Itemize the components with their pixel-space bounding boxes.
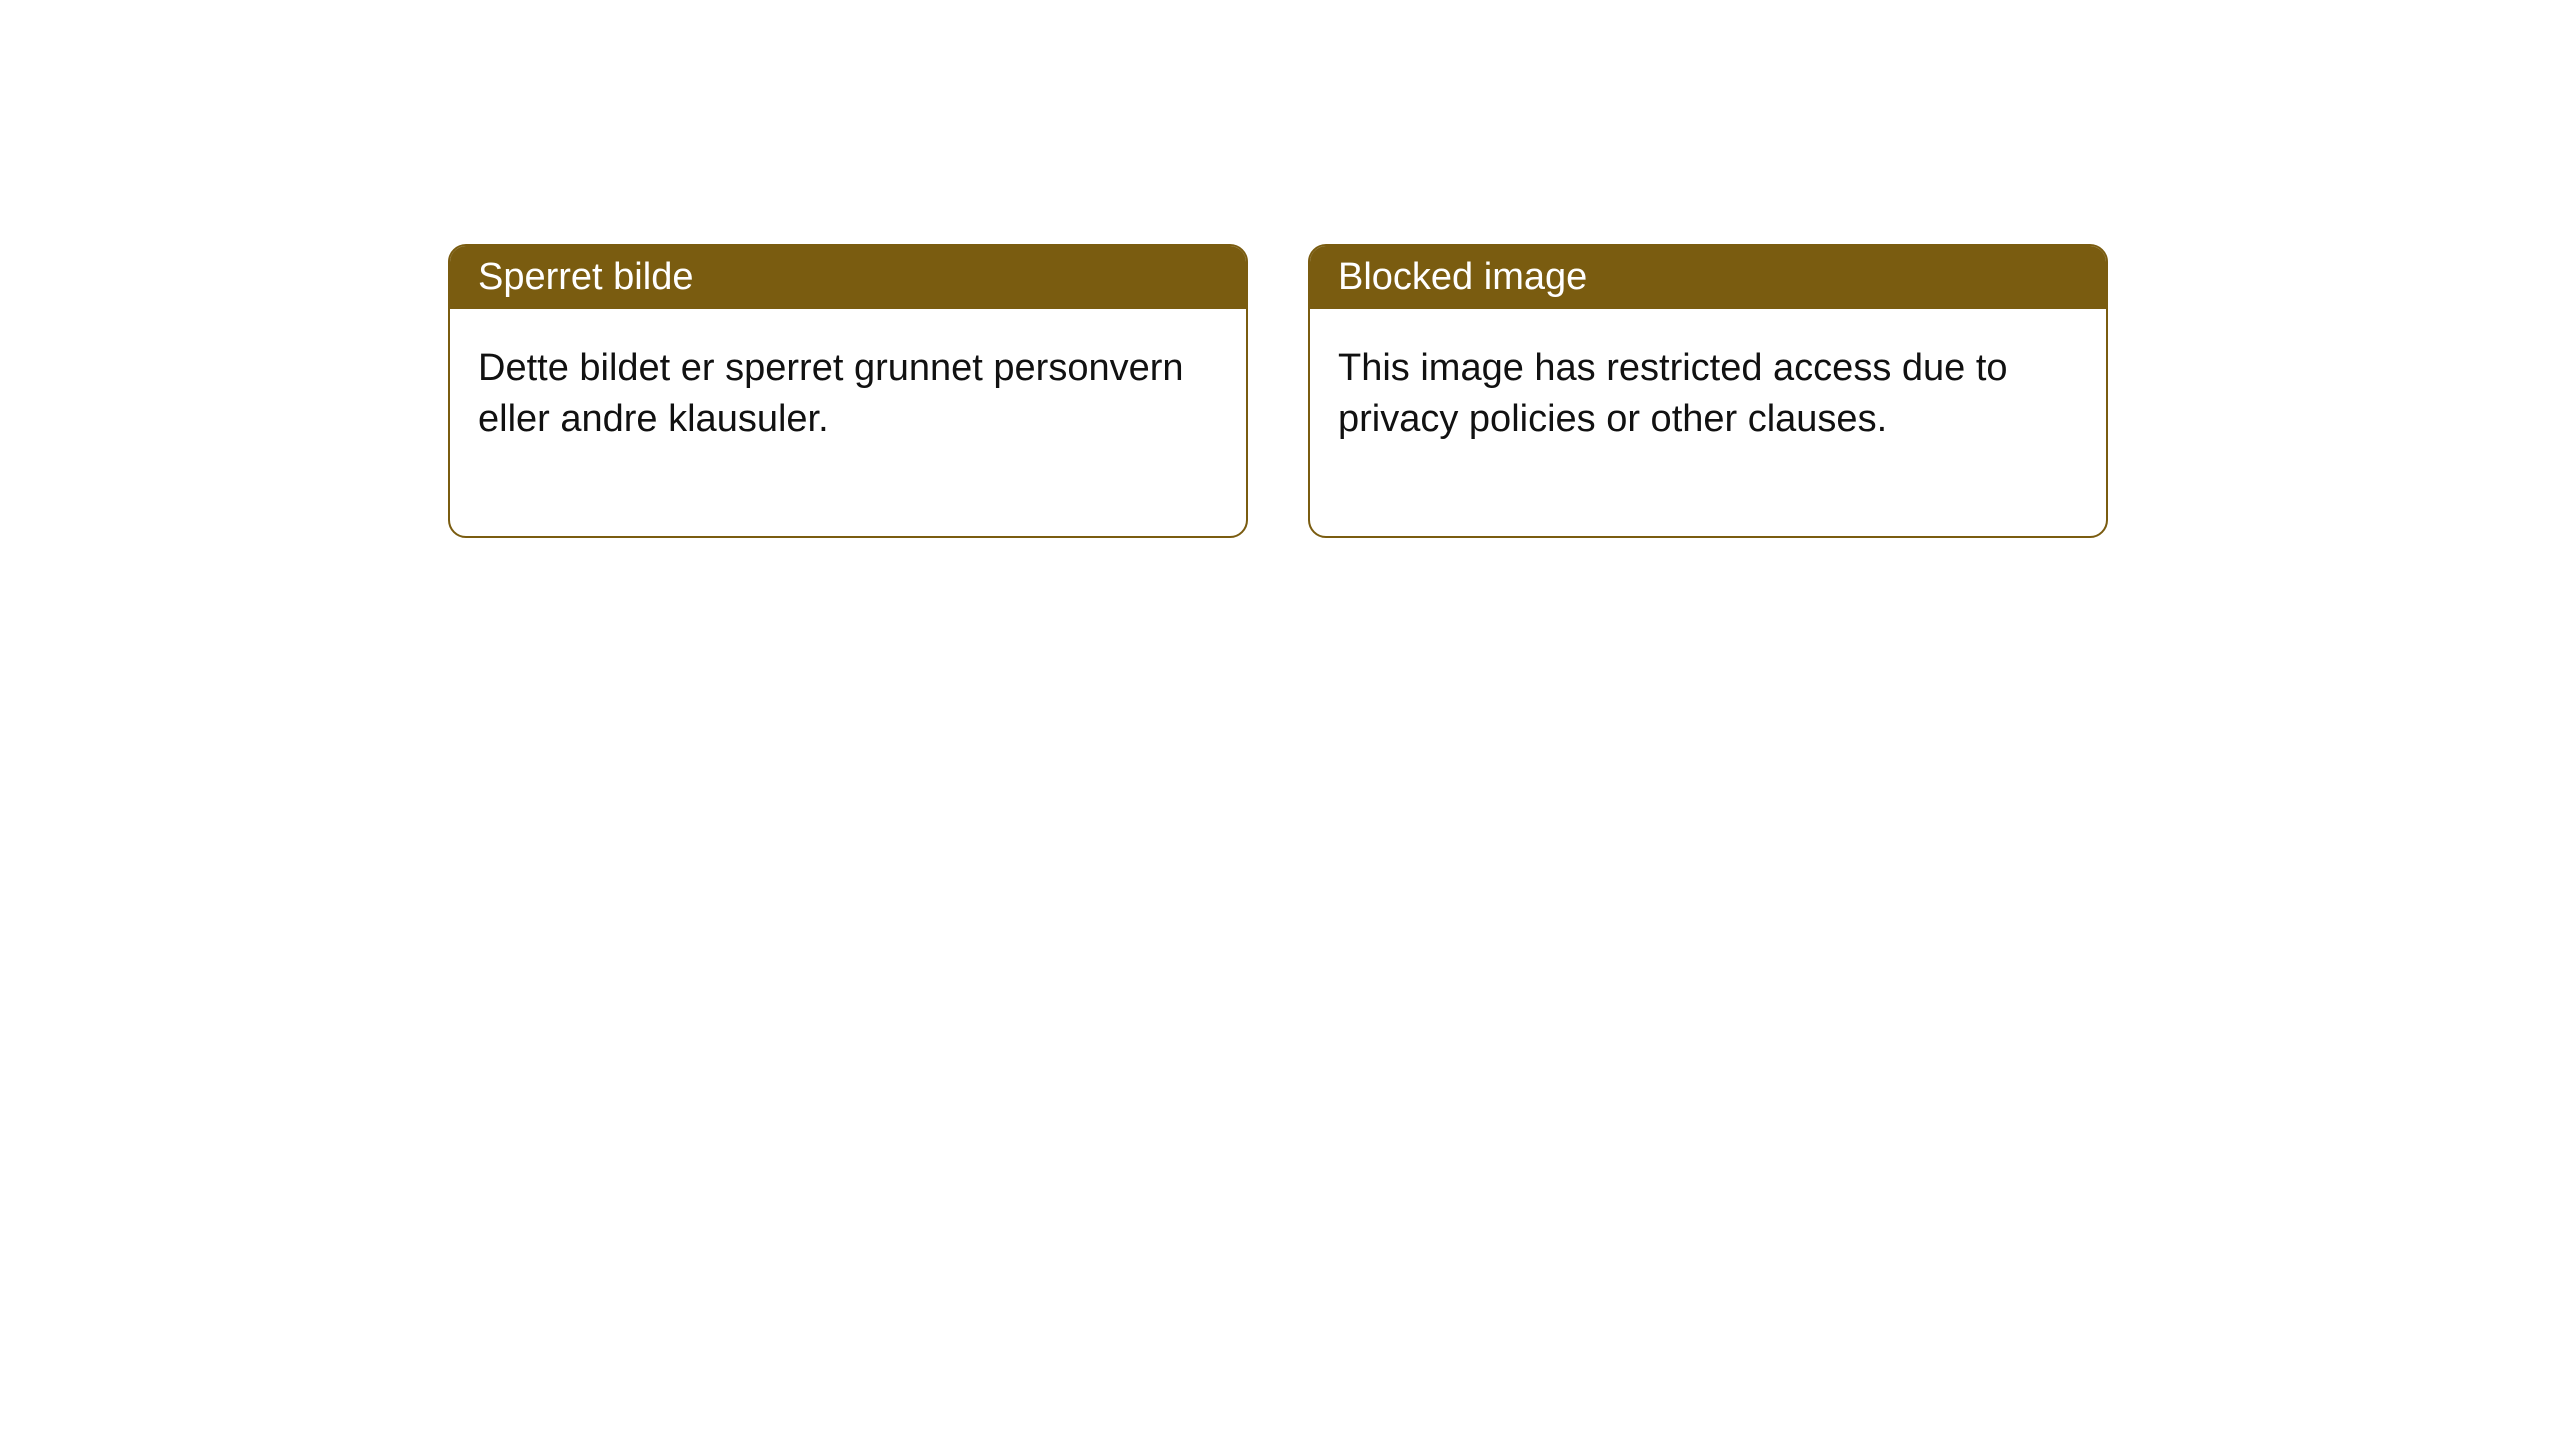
card-container: Sperret bilde Dette bildet er sperret gr… xyxy=(448,244,2108,538)
blocked-image-card-en: Blocked image This image has restricted … xyxy=(1308,244,2108,538)
card-body-en: This image has restricted access due to … xyxy=(1310,309,2106,536)
card-title-no: Sperret bilde xyxy=(450,246,1246,309)
card-title-en: Blocked image xyxy=(1310,246,2106,309)
card-body-no: Dette bildet er sperret grunnet personve… xyxy=(450,309,1246,536)
blocked-image-card-no: Sperret bilde Dette bildet er sperret gr… xyxy=(448,244,1248,538)
